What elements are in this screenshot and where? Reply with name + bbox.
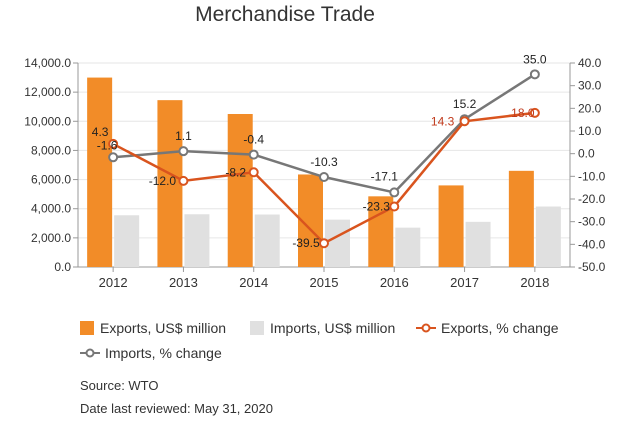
legend-exports-change-label: Exports, % change	[441, 320, 559, 336]
x-tick-label: 2016	[380, 275, 409, 290]
data-label-exports-change: -8.2	[225, 165, 246, 179]
x-tick-label: 2018	[520, 275, 549, 290]
bar-imports	[535, 206, 561, 267]
y-right-tick-label: -20.0	[578, 192, 606, 206]
data-label-imports-change: -0.4	[243, 133, 264, 147]
x-tick-label: 2013	[169, 275, 198, 290]
legend-imports-change-label: Imports, % change	[105, 345, 222, 361]
bar-exports	[227, 114, 253, 267]
x-tick-label: 2017	[450, 275, 479, 290]
bar-exports	[438, 185, 464, 267]
y-left-tick-label: 4,000.0	[31, 202, 71, 216]
legend-exports-change-swatch-marker	[421, 323, 431, 333]
date-reviewed-note: Date last reviewed: May 31, 2020	[80, 401, 273, 416]
y-right-tick-label: -30.0	[578, 215, 606, 229]
y-left-tick-label: 14,000.0	[24, 56, 71, 70]
y-left-tick-label: 12,000.0	[24, 85, 71, 99]
data-label-imports-change: 35.0	[523, 52, 547, 66]
source-note: Source: WTO	[80, 378, 159, 393]
bar-imports	[325, 219, 350, 267]
y-right-tick-label: -50.0	[578, 260, 606, 274]
data-label-exports-change: 18.0	[511, 106, 535, 120]
y-right-tick-label: 20.0	[578, 101, 602, 115]
y-right-tick-label: -10.0	[578, 169, 606, 183]
bar-imports	[184, 214, 210, 267]
legend-imports-swatch	[250, 321, 264, 335]
bar-imports	[395, 227, 421, 267]
y-left-tick-label: 2,000.0	[31, 231, 71, 245]
point-exports-change	[389, 201, 400, 212]
data-label-exports-change: -12.0	[149, 174, 177, 188]
legend: Exports, US$ million Imports, US$ million…	[80, 320, 559, 361]
bar-imports	[114, 215, 140, 267]
data-label-exports-change: 4.3	[92, 125, 109, 139]
point-exports-change	[459, 116, 470, 127]
y-right-tick-label: 30.0	[578, 79, 602, 93]
x-tick-label: 2014	[239, 275, 268, 290]
point-exports-change	[178, 175, 189, 186]
y-left-tick-label: 10,000.0	[24, 114, 71, 128]
point-exports-change	[529, 107, 540, 118]
bar-exports	[157, 100, 183, 268]
data-label-exports-change: -39.5	[292, 236, 320, 250]
bar-imports	[465, 221, 491, 267]
bar-imports	[254, 214, 280, 267]
legend-imports-change-swatch-marker	[85, 348, 95, 358]
chart-title: Merchandise Trade	[195, 3, 375, 26]
legend-exports-label: Exports, US$ million	[100, 320, 226, 336]
point-imports-change	[319, 172, 329, 183]
point-imports-change	[529, 69, 540, 80]
data-label-exports-change: 14.3	[431, 114, 455, 128]
bar-exports	[508, 170, 534, 267]
data-labels: 4.3 -12.0 -8.2 -39.5 -23.3 14.3 18.0 -1.6 1.1 -0.…	[92, 52, 547, 250]
point-exports-change	[248, 167, 259, 178]
y-left-tick-label: 8,000.0	[31, 143, 71, 157]
y-right-tick-label: 0.0	[578, 147, 595, 161]
y-right-tick-label: -40.0	[578, 237, 606, 251]
y-left-tick-label: 0.0	[54, 260, 71, 274]
x-tick-label: 2012	[99, 275, 128, 290]
point-imports-change	[108, 152, 119, 163]
axes: 0.0 2,000.0 4,000.0 6,000.0 8,000.0 10,000.0 1…	[24, 56, 605, 290]
data-label-imports-change: 1.1	[175, 129, 192, 143]
legend-imports-label: Imports, US$ million	[270, 320, 395, 336]
bar-exports	[87, 77, 113, 267]
point-exports-change	[108, 138, 119, 149]
data-label-imports-change: -10.3	[310, 155, 338, 169]
point-imports-change	[178, 146, 189, 157]
line-series	[108, 69, 540, 249]
y-right-tick-label: 10.0	[578, 124, 602, 138]
point-exports-change	[319, 238, 329, 249]
point-imports-change	[389, 187, 400, 198]
legend-exports-swatch	[80, 321, 94, 335]
point-imports-change	[248, 149, 259, 160]
x-tick-label: 2015	[310, 275, 339, 290]
bar-series	[87, 77, 561, 268]
data-label-imports-change: -17.1	[371, 169, 399, 183]
data-label-exports-change: -23.3	[363, 199, 391, 213]
y-right-tick-label: 40.0	[578, 56, 602, 70]
y-left-tick-label: 6,000.0	[31, 173, 71, 187]
data-label-imports-change: 15.2	[453, 97, 477, 111]
data-label-imports-change: -1.6	[97, 138, 118, 152]
